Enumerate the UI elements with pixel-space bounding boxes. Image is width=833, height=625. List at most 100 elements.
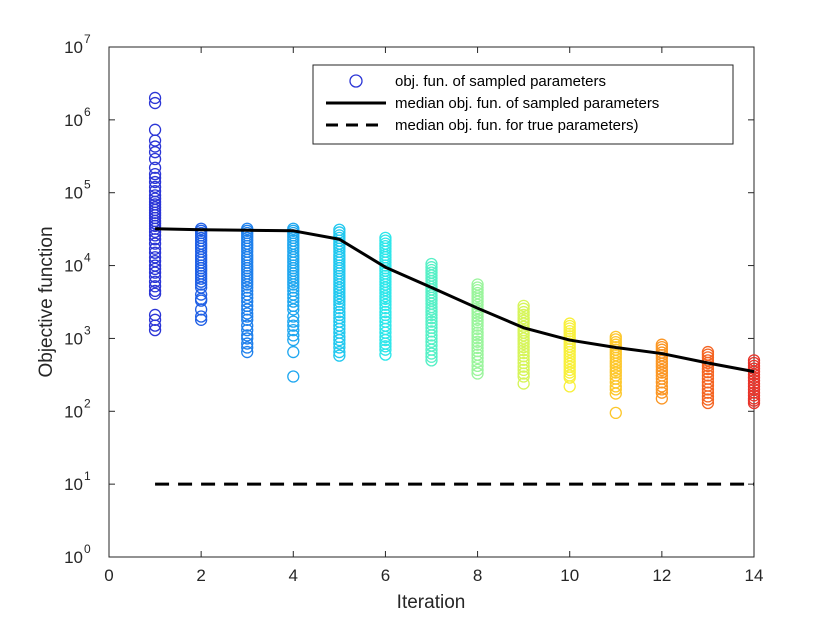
- scatter-point: [379, 333, 392, 347]
- scatter-point: [287, 323, 300, 337]
- scatter-point: [747, 362, 761, 375]
- scatter-point: [471, 355, 484, 368]
- scatter-point: [471, 322, 484, 336]
- y-tick-exponent: 1: [84, 469, 91, 483]
- scatter-point: [471, 329, 484, 342]
- scatter-point: [701, 383, 715, 396]
- scatter-point: [333, 345, 346, 359]
- scatter-point: [701, 369, 715, 382]
- scatter-point: [517, 329, 530, 342]
- scatter-point: [333, 298, 346, 311]
- scatter-point: [333, 302, 346, 315]
- scatter-point: [747, 371, 761, 384]
- x-tick-label: 10: [560, 566, 579, 585]
- scatter-point: [563, 357, 576, 370]
- legend: obj. fun. of sampled parameters median o…: [312, 64, 734, 145]
- scatter-point: [148, 246, 162, 259]
- scatter-point: [425, 354, 438, 367]
- scatter-point: [379, 330, 392, 344]
- scatter-point: [287, 345, 300, 359]
- scatter-point: [379, 348, 392, 361]
- scatter-point: [148, 313, 162, 326]
- legend-label-true: median obj. fun. for true parameters): [395, 117, 638, 134]
- scatter-point: [241, 272, 254, 285]
- scatter-point: [425, 347, 438, 360]
- scatter-point: [379, 305, 392, 319]
- x-tick-label: 0: [104, 566, 113, 585]
- scatter-point: [148, 233, 162, 246]
- scatter-point: [609, 383, 622, 396]
- y-tick-exponent: 6: [84, 105, 91, 119]
- scatter-point: [148, 219, 162, 233]
- scatter-point: [241, 295, 254, 308]
- scatter-point: [148, 180, 162, 194]
- scatter-point: [425, 305, 438, 319]
- scatter-point: [194, 275, 208, 288]
- scatter-point: [747, 377, 761, 390]
- scatter-point: [148, 161, 162, 174]
- scatter-point: [609, 380, 622, 393]
- scatter-point: [471, 359, 484, 373]
- axis-ticks: [108, 46, 755, 558]
- scatter-point: [287, 319, 300, 332]
- scatter-point: [148, 287, 162, 300]
- scatter-point: [747, 374, 761, 387]
- scatter-point: [379, 302, 392, 315]
- scatter-point: [287, 315, 300, 328]
- scatter-point: [563, 366, 576, 379]
- scatter-point: [747, 368, 761, 381]
- scatter-point: [425, 350, 438, 363]
- scatter-point: [194, 272, 208, 285]
- scatter-point: [333, 349, 346, 362]
- scatter-point: [287, 303, 300, 316]
- scatter-point: [517, 360, 530, 373]
- x-tick-label: 12: [652, 566, 671, 585]
- scatter-point: [425, 315, 438, 328]
- y-tick-label: 10: [64, 184, 83, 203]
- scatter-point: [241, 275, 254, 288]
- x-axis-title: Iteration: [397, 592, 466, 613]
- scatter-point: [287, 329, 300, 342]
- scatter-point: [517, 308, 530, 322]
- scatter-point: [148, 270, 162, 284]
- scatter-point: [148, 171, 162, 184]
- scatter-point: [701, 386, 715, 399]
- scatter-point: [471, 332, 484, 345]
- scatter-point: [701, 365, 715, 379]
- x-tick-label: 2: [196, 566, 205, 585]
- scatter-point: [471, 292, 484, 305]
- scatter-point: [471, 310, 484, 323]
- scatter-point: [517, 367, 530, 380]
- scatter-point: [379, 292, 392, 305]
- y-tick-label: 10: [64, 111, 83, 130]
- scatter-point: [379, 343, 392, 356]
- scatter-point: [471, 335, 484, 348]
- scatter-point: [148, 96, 162, 110]
- scatter-point: [425, 308, 438, 322]
- y-tick-label: 10: [64, 402, 83, 421]
- scatter-point: [148, 237, 162, 250]
- scatter-point: [148, 262, 162, 276]
- scatter-point: [194, 310, 208, 323]
- scatter-point: [148, 280, 162, 293]
- scatter-point: [563, 343, 576, 356]
- y-tick-exponent: 2: [84, 396, 91, 410]
- scatter-point: [287, 278, 300, 291]
- scatter-point: [287, 275, 300, 288]
- scatter-point: [471, 341, 484, 355]
- scatter-point: [425, 311, 438, 325]
- scatter-point: [609, 406, 622, 420]
- y-tick-label: 10: [64, 38, 83, 57]
- scatter-point: [379, 286, 392, 300]
- scatter-point: [148, 266, 162, 279]
- scatter-point: [655, 360, 669, 373]
- scatter-point: [471, 367, 484, 380]
- scatter-point: [471, 338, 484, 351]
- y-tick-label: 10: [64, 329, 83, 348]
- scatter-point: [471, 351, 484, 365]
- scatter-point: [287, 333, 300, 347]
- scatter-point: [701, 396, 715, 410]
- legend-label-sampled: obj. fun. of sampled parameters: [395, 73, 606, 90]
- legend-marker-circle-icon: [349, 74, 363, 88]
